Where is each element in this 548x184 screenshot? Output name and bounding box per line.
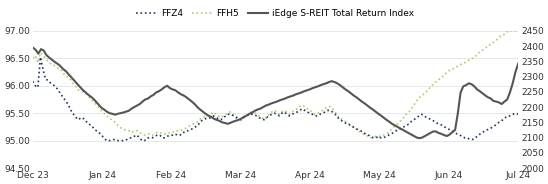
Legend: FFZ4, FFH5, iEdge S-REIT Total Return Index: FFZ4, FFH5, iEdge S-REIT Total Return In… bbox=[133, 5, 418, 21]
